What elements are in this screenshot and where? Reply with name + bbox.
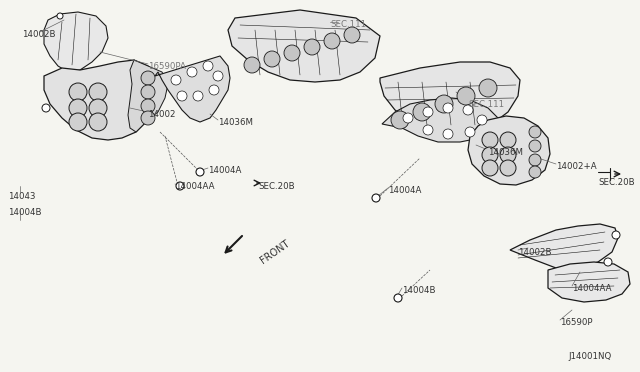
Text: 14004B: 14004B: [402, 286, 435, 295]
Text: 16590PA: 16590PA: [148, 62, 186, 71]
Circle shape: [324, 33, 340, 49]
Circle shape: [604, 258, 612, 266]
Circle shape: [89, 99, 107, 117]
Circle shape: [443, 129, 453, 139]
Circle shape: [394, 294, 402, 302]
Circle shape: [482, 160, 498, 176]
Circle shape: [372, 194, 380, 202]
Circle shape: [500, 147, 516, 163]
Text: 14004B: 14004B: [8, 208, 42, 217]
Polygon shape: [380, 62, 520, 132]
Circle shape: [500, 132, 516, 148]
Circle shape: [500, 160, 516, 176]
Text: 14004AA: 14004AA: [175, 182, 214, 191]
Text: 14002: 14002: [148, 110, 175, 119]
Text: 14002+A: 14002+A: [556, 162, 596, 171]
Circle shape: [465, 127, 475, 137]
Circle shape: [435, 95, 453, 113]
Circle shape: [176, 182, 184, 190]
Circle shape: [529, 154, 541, 166]
Circle shape: [264, 51, 280, 67]
Polygon shape: [382, 98, 498, 142]
Circle shape: [443, 103, 453, 113]
Circle shape: [529, 166, 541, 178]
Circle shape: [403, 113, 413, 123]
Text: SEC.111: SEC.111: [330, 20, 366, 29]
Polygon shape: [468, 116, 550, 185]
Circle shape: [196, 168, 204, 176]
Circle shape: [141, 85, 155, 99]
Text: 14043: 14043: [8, 192, 35, 201]
Text: J14001NQ: J14001NQ: [568, 352, 611, 361]
Text: 14002B: 14002B: [22, 30, 56, 39]
Text: FRONT: FRONT: [258, 238, 291, 265]
Circle shape: [141, 111, 155, 125]
Circle shape: [42, 104, 50, 112]
Circle shape: [304, 39, 320, 55]
Polygon shape: [44, 60, 158, 140]
Text: 14004A: 14004A: [388, 186, 421, 195]
Text: 16590P: 16590P: [560, 318, 593, 327]
Text: 14004AA: 14004AA: [572, 284, 611, 293]
Text: 14004A: 14004A: [208, 166, 241, 175]
Circle shape: [284, 45, 300, 61]
Circle shape: [482, 147, 498, 163]
Circle shape: [177, 91, 187, 101]
Circle shape: [463, 105, 473, 115]
Circle shape: [89, 113, 107, 131]
Polygon shape: [510, 224, 618, 268]
Circle shape: [479, 79, 497, 97]
Text: SEC.20B: SEC.20B: [598, 178, 635, 187]
Circle shape: [69, 83, 87, 101]
Circle shape: [612, 231, 620, 239]
Polygon shape: [155, 56, 230, 122]
Text: 14036M: 14036M: [488, 148, 523, 157]
Polygon shape: [548, 262, 630, 302]
Circle shape: [89, 83, 107, 101]
Circle shape: [57, 13, 63, 19]
Circle shape: [457, 87, 475, 105]
Polygon shape: [44, 12, 108, 72]
Polygon shape: [228, 10, 380, 82]
Text: SEC.111: SEC.111: [468, 100, 504, 109]
Circle shape: [344, 27, 360, 43]
Circle shape: [69, 99, 87, 117]
Circle shape: [203, 61, 213, 71]
Circle shape: [69, 113, 87, 131]
Circle shape: [213, 71, 223, 81]
Circle shape: [391, 111, 409, 129]
Circle shape: [482, 132, 498, 148]
Circle shape: [171, 75, 181, 85]
Circle shape: [193, 91, 203, 101]
Circle shape: [529, 140, 541, 152]
Polygon shape: [128, 60, 168, 132]
Circle shape: [244, 57, 260, 73]
Circle shape: [187, 67, 197, 77]
Text: 14036M: 14036M: [218, 118, 253, 127]
Circle shape: [423, 125, 433, 135]
Circle shape: [413, 103, 431, 121]
Circle shape: [529, 126, 541, 138]
Text: 14002B: 14002B: [518, 248, 552, 257]
Circle shape: [141, 99, 155, 113]
Circle shape: [141, 71, 155, 85]
Circle shape: [209, 85, 219, 95]
Text: SEC.20B: SEC.20B: [258, 182, 294, 191]
Circle shape: [423, 107, 433, 117]
Circle shape: [477, 115, 487, 125]
